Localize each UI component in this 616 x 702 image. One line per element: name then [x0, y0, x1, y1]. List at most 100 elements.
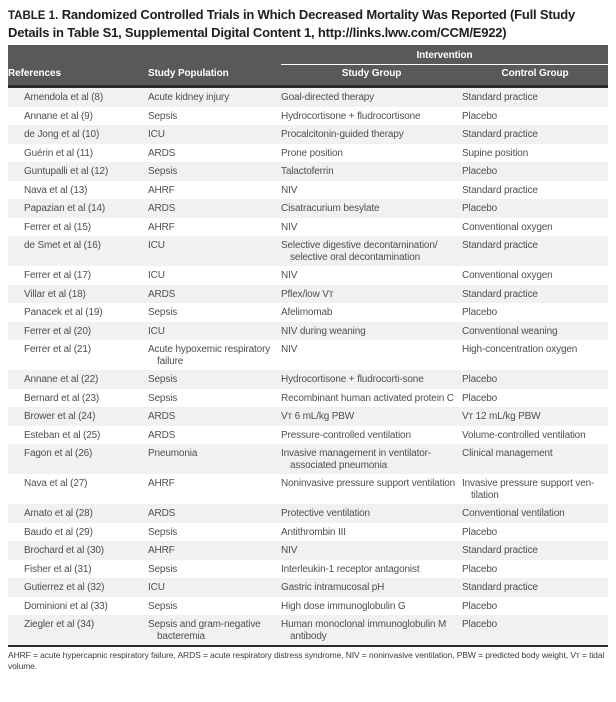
reference-cell: Ferrer et al (20) — [24, 325, 91, 337]
control-group-cell: Placebo — [462, 166, 498, 177]
study-population-cell: Sepsis — [148, 374, 178, 385]
reference-cell: Brower et al (24) — [24, 411, 96, 422]
study-population-cell: ICU — [148, 325, 165, 337]
table-title-text: Randomized Controlled Trials in Which De… — [8, 7, 575, 40]
table-row: Baudo et al (29) Sepsis Antithrombin III Pl… — [8, 523, 608, 542]
study-group-cell: NIV during weaning — [281, 325, 366, 337]
table-row: Brower et al (24) ARDS Vᴛ 6 mL/kg PBW Vᴛ 12… — [8, 407, 608, 426]
table-title-label: TABLE 1. — [8, 10, 59, 22]
study-group-cell: Pflex/low Vᴛ — [281, 288, 334, 300]
control-group-cell: Invasive pressure support ven-tilation — [462, 478, 595, 501]
reference-cell: Fagon et al (26) — [24, 448, 93, 459]
study-population-cell: Sepsis — [148, 166, 178, 177]
reference-cell: Ferrer et al (15) — [24, 221, 91, 233]
study-population-cell: ICU — [148, 240, 165, 251]
reference-cell: Guérin et al (11) — [24, 147, 93, 159]
reference-cell: Papazian et al (14) — [24, 203, 106, 214]
study-group-cell: NIV — [281, 344, 298, 355]
reference-cell: Annane et al (22) — [24, 374, 99, 385]
table-row: Guntupalli et al (12) Sepsis Talactoferrin… — [8, 162, 608, 181]
study-group-cell: Invasive management in ventilator-associ… — [281, 448, 431, 471]
column-header-references: References — [8, 64, 148, 87]
study-population-cell: ARDS — [148, 508, 176, 519]
reference-cell: de Smet et al (16) — [24, 240, 101, 251]
control-group-cell: Placebo — [462, 392, 498, 404]
control-group-cell: Conventional oxygen — [462, 270, 553, 281]
table-row: Nava et al (13) AHRF NIV Standard practice — [8, 181, 608, 200]
study-group-cell: Antithrombin III — [281, 526, 346, 538]
control-group-cell: Placebo — [462, 307, 498, 318]
table-row: Gutierrez et al (32) ICU Gastric intramuco… — [8, 578, 608, 597]
control-group-cell: Placebo — [462, 563, 498, 575]
table-row: Ferrer et al (17) ICU NIV Conventional oxyg… — [8, 266, 608, 285]
reference-cell: Dominioni et al (33) — [24, 600, 108, 612]
study-group-cell: Vᴛ 6 mL/kg PBW — [281, 411, 355, 422]
reference-cell: Nava et al (13) — [24, 184, 88, 196]
table-row: Bernard et al (23) Sepsis Recombinant huma… — [8, 389, 608, 408]
table-row: Annane et al (9) Sepsis Hydrocortisone + f… — [8, 107, 608, 126]
study-group-cell: Afelimomab — [281, 307, 333, 318]
study-population-cell: Acute kidney injury — [148, 92, 230, 103]
study-population-cell: ARDS — [148, 147, 176, 159]
intervention-header-row: Intervention — [8, 45, 608, 65]
reference-cell: Fisher et al (31) — [24, 563, 92, 575]
study-group-cell: NIV — [281, 270, 298, 281]
reference-cell: Gutierrez et al (32) — [24, 582, 105, 593]
intervention-spacer — [8, 45, 281, 65]
abbreviations-footnote: AHRF = acute hypercapnic respiratory fai… — [8, 650, 605, 671]
control-group-cell: Placebo — [462, 203, 498, 214]
study-group-cell: Hydrocortisone + fludrocortisone — [281, 110, 421, 122]
reference-cell: Villar et al (18) — [24, 288, 86, 300]
study-group-cell: Interleukin-1 receptor antagonist — [281, 563, 420, 575]
control-group-cell: Standard practice — [462, 288, 538, 300]
column-header-study-population: Study Population — [148, 64, 281, 87]
reference-cell: Ferrer et al (17) — [24, 270, 91, 281]
table-body: Amendola et al (8) Acute kidney injury Goa… — [8, 86, 608, 646]
rct-table: Intervention References Study Population… — [8, 45, 608, 647]
study-group-cell: Gastric intramucosal pH — [281, 582, 385, 593]
reference-cell: Amato et al (28) — [24, 508, 93, 519]
study-population-cell: Sepsis and gram-negative bacteremia — [148, 619, 261, 642]
study-group-cell: Human monoclonal immunoglobulin M antibo… — [281, 619, 447, 642]
reference-cell: Baudo et al (29) — [24, 526, 93, 538]
control-group-cell: Volume-controlled ventilation — [462, 429, 586, 441]
study-population-cell: ARDS — [148, 288, 176, 300]
study-group-cell: Hydrocortisone + fludrocorti-sone — [281, 374, 424, 385]
reference-cell: Bernard et al (23) — [24, 392, 100, 404]
study-group-cell: Cisatracurium besylate — [281, 203, 380, 214]
control-group-cell: Placebo — [462, 374, 498, 385]
control-group-cell: Placebo — [462, 526, 498, 538]
reference-cell: Brochard et al (30) — [24, 545, 104, 556]
study-population-cell: ICU — [148, 582, 165, 593]
study-population-cell: Sepsis — [148, 600, 178, 612]
table-row: Brochard et al (30) AHRF NIV Standard pract… — [8, 541, 608, 560]
table-row: Nava et al (27) AHRF Noninvasive pressure … — [8, 474, 608, 504]
control-group-cell: Standard practice — [462, 240, 538, 251]
table-row: Ferrer et al (15) AHRF NIV Conventional oxy… — [8, 218, 608, 237]
control-group-cell: Conventional oxygen — [462, 221, 553, 233]
study-group-cell: Protective ventilation — [281, 508, 370, 519]
control-group-cell: Standard practice — [462, 92, 538, 103]
table-row: Esteban et al (25) ARDS Pressure-controlle… — [8, 426, 608, 445]
control-group-cell: Vᴛ 12 mL/kg PBW — [462, 411, 541, 422]
reference-cell: Panacek et al (19) — [24, 307, 103, 318]
study-group-cell: Procalcitonin-guided therapy — [281, 129, 404, 140]
study-group-cell: Talactoferrin — [281, 166, 334, 177]
control-group-cell: Placebo — [462, 110, 498, 122]
study-group-cell: Recombinant human activated protein C — [281, 392, 454, 404]
table-row: Ziegler et al (34) Sepsis and gram-negati… — [8, 615, 608, 646]
control-group-cell: Placebo — [462, 619, 498, 630]
study-population-cell: Sepsis — [148, 563, 178, 575]
study-population-cell: Pneumonia — [148, 448, 198, 459]
control-group-cell: Placebo — [462, 600, 498, 612]
reference-cell: Ziegler et al (34) — [24, 619, 95, 630]
study-group-cell: NIV — [281, 184, 298, 196]
study-group-cell: Noninvasive pressure support ventilation — [281, 478, 456, 489]
table-row: Panacek et al (19) Sepsis Afelimomab Placeb… — [8, 303, 608, 322]
control-group-cell: Standard practice — [462, 545, 538, 556]
study-group-cell: High dose immunoglobulin G — [281, 600, 406, 612]
study-population-cell: Sepsis — [148, 307, 178, 318]
study-population-cell: AHRF — [148, 478, 175, 489]
study-population-cell: AHRF — [148, 545, 175, 556]
reference-cell: Nava et al (27) — [24, 478, 88, 489]
